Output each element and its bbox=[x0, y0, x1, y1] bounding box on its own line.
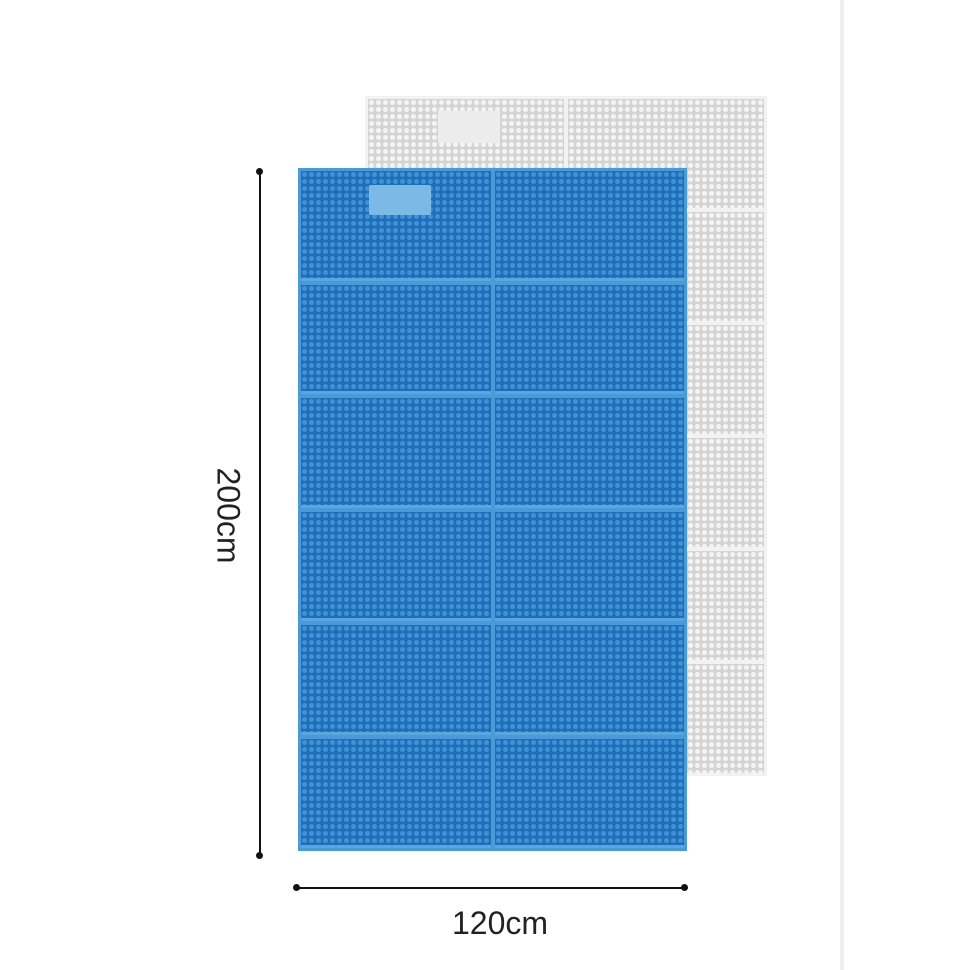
blue-mat-panel bbox=[494, 511, 684, 621]
blue-mat-panel bbox=[494, 738, 684, 848]
blue-mat-panel bbox=[301, 511, 491, 621]
blue-mat-panel bbox=[494, 398, 684, 508]
height-dimension-top-dot bbox=[256, 168, 263, 175]
brand-logo-label bbox=[438, 111, 500, 143]
width-label: 120cm bbox=[451, 905, 549, 941]
blue-mat-panel bbox=[494, 625, 684, 735]
width-dimension-line bbox=[296, 887, 684, 889]
height-dimension-bottom-dot bbox=[256, 852, 263, 859]
height-label: 200cm bbox=[210, 467, 247, 564]
blue-mat-front bbox=[298, 168, 687, 851]
blue-mat-panel bbox=[494, 284, 684, 394]
brand-logo-label bbox=[369, 185, 431, 215]
blue-mat-panel bbox=[301, 398, 491, 508]
width-dimension-left-dot bbox=[293, 884, 300, 891]
blue-mat-panel bbox=[301, 284, 491, 394]
width-dimension-right-dot bbox=[681, 884, 688, 891]
blue-mat-panel bbox=[301, 171, 491, 281]
divider-line bbox=[840, 0, 844, 970]
blue-mat-panel bbox=[301, 738, 491, 848]
height-dimension-line bbox=[259, 172, 261, 856]
blue-mat-panel bbox=[494, 171, 684, 281]
blue-mat-panel bbox=[301, 625, 491, 735]
